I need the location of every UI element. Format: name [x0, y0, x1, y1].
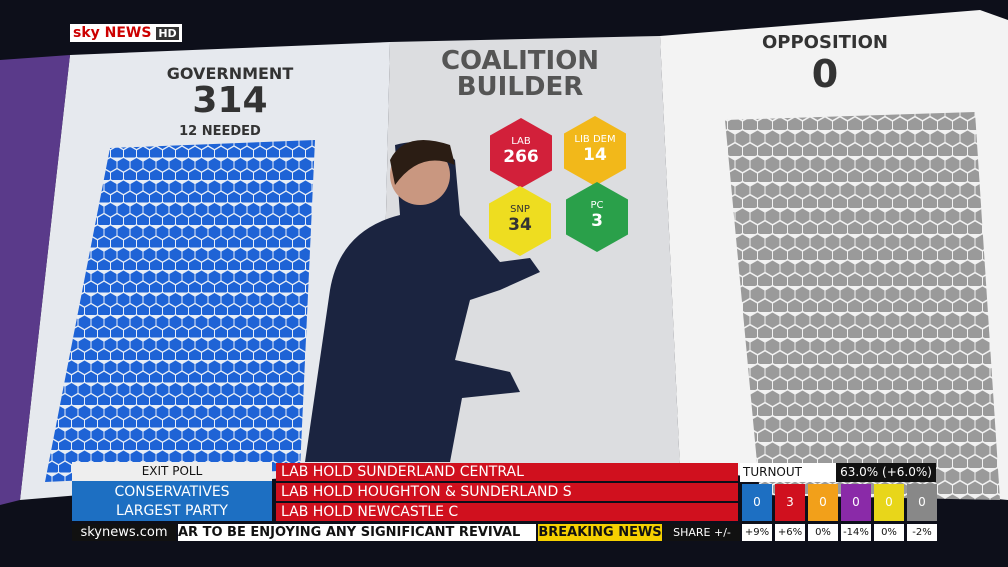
share-change: -14% [841, 524, 871, 541]
seat-change: 0 [874, 484, 904, 521]
seat-change: 0 [841, 484, 871, 521]
turnout-label: TURNOUT [740, 463, 836, 482]
share-change: +9% [742, 524, 772, 541]
opposition-seats: 0 [811, 52, 839, 96]
seat-change: 0 [742, 484, 772, 521]
share-change: +6% [775, 524, 805, 541]
headline: LAB HOLD SUNDERLAND CENTRAL [276, 463, 738, 481]
seat-change: 0 [907, 484, 937, 521]
ticker: AR TO BE ENJOYING ANY SIGNIFICANT REVIVA… [178, 524, 536, 541]
party-name: PC [590, 200, 604, 211]
exit-poll-line: CONSERVATIVES [114, 484, 230, 500]
share-change: 0% [808, 524, 838, 541]
turnout-value: 63.0% (+6.0%) [836, 463, 936, 482]
logo-sky: sky [73, 25, 100, 41]
government-label: GOVERNMENT [166, 64, 294, 83]
website: skynews.com [72, 524, 176, 541]
headline: LAB HOLD HOUGHTON & SUNDERLAND S [276, 483, 738, 501]
government-seats: 314 [192, 80, 268, 121]
party-name: LAB [511, 136, 531, 147]
headline: LAB HOLD NEWCASTLE C [276, 503, 738, 521]
logo: sky NEWS HD [70, 24, 182, 42]
exit-poll-result: CONSERVATIVES LARGEST PARTY [72, 481, 272, 521]
party-seats: 266 [503, 147, 539, 167]
builder-subtitle: BUILDER [456, 72, 584, 102]
breaking-news: BREAKING NEWS [538, 524, 662, 541]
party-seats: 14 [583, 145, 607, 165]
share-change: 0% [874, 524, 904, 541]
builder-title: COALITION [440, 46, 600, 76]
exit-poll-line: LARGEST PARTY [116, 503, 228, 519]
party-name: LIB DEM [574, 134, 616, 145]
seat-change: 3 [775, 484, 805, 521]
share-label: SHARE +/- [664, 524, 740, 541]
logo-news: NEWS [104, 25, 152, 41]
party-seats: 3 [591, 211, 603, 231]
seat-change: 0 [808, 484, 838, 521]
government-needed: 12 NEEDED [179, 124, 261, 139]
logo-hd: HD [156, 27, 179, 40]
party-seats: 34 [508, 215, 532, 235]
party-name: SNP [510, 204, 530, 215]
share-change: -2% [907, 524, 937, 541]
exit-poll-label: EXIT POLL [72, 462, 272, 481]
opposition-label: OPPOSITION [762, 32, 888, 53]
